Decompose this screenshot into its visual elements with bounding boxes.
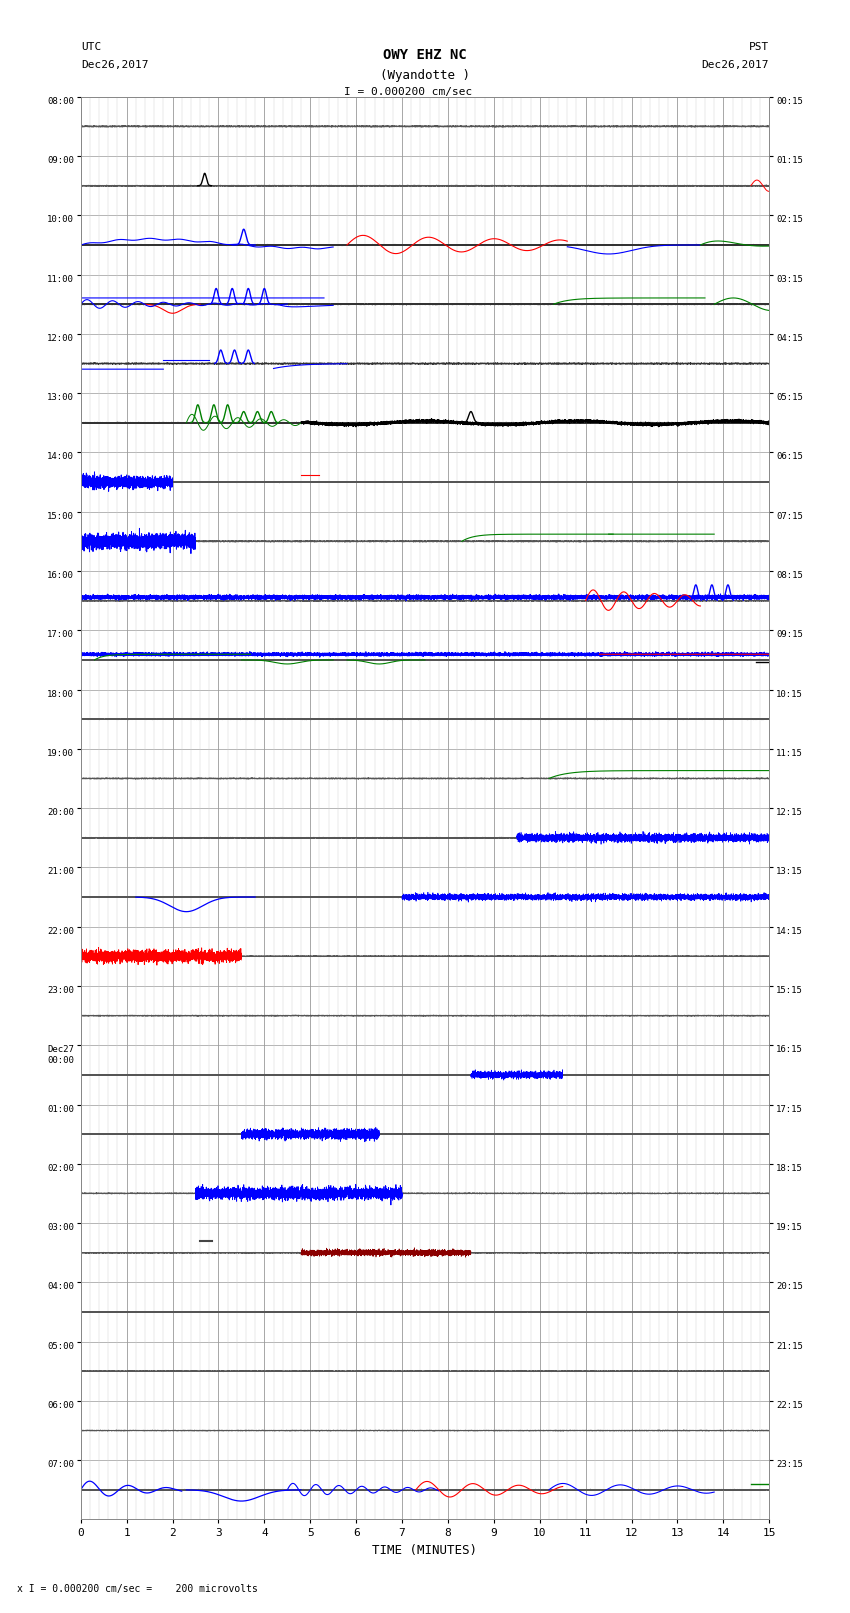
Text: Dec26,2017: Dec26,2017 <box>702 60 769 69</box>
Text: I = 0.000200 cm/sec: I = 0.000200 cm/sec <box>344 87 472 97</box>
Text: x I = 0.000200 cm/sec =    200 microvolts: x I = 0.000200 cm/sec = 200 microvolts <box>17 1584 258 1594</box>
Text: Dec26,2017: Dec26,2017 <box>81 60 148 69</box>
Text: UTC: UTC <box>81 42 101 52</box>
X-axis label: TIME (MINUTES): TIME (MINUTES) <box>372 1544 478 1557</box>
Text: (Wyandotte ): (Wyandotte ) <box>380 69 470 82</box>
Text: OWY EHZ NC: OWY EHZ NC <box>383 48 467 63</box>
Text: PST: PST <box>749 42 769 52</box>
